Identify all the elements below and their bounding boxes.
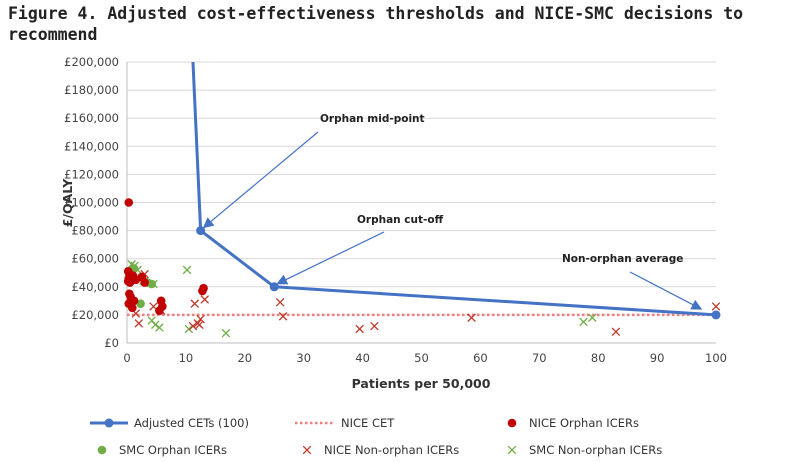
legend-swatch xyxy=(302,445,312,455)
legend-label: SMC Non-orphan ICERs xyxy=(529,443,662,457)
y-tick-label: £180,000 xyxy=(64,83,119,97)
x-tick-label: 70 xyxy=(532,351,547,365)
nice-non-orphan-icers-point xyxy=(611,327,621,337)
nice-orphan-icers-point xyxy=(155,306,164,315)
annotation-orphan-mid-point-arrow xyxy=(202,131,319,229)
x-tick-label: 0 xyxy=(123,351,130,365)
legend-item-smc-orphan-icers: SMC Orphan ICERs xyxy=(97,443,227,457)
chart-title: Figure 4. Adjusted cost-effectiveness th… xyxy=(8,4,744,44)
legend-label: NICE CET xyxy=(341,416,395,430)
y-tick-label: £200,000 xyxy=(64,55,119,69)
legend-item-nice-non-orphan-icers: NICE Non-orphan ICERs xyxy=(302,443,459,457)
y-axis-title: £/QALY xyxy=(60,178,75,228)
annotation-orphan-cut-off-arrow xyxy=(276,231,385,285)
smc-non-orphan-icers-point xyxy=(221,328,231,338)
x-tick-label: 30 xyxy=(296,351,311,365)
legend: Adjusted CETs (100) NICE CET NICE Orphan I… xyxy=(90,416,662,457)
y-tick-label: £140,000 xyxy=(64,139,119,153)
legend-label: SMC Orphan ICERs xyxy=(119,443,227,457)
legend-label: Adjusted CETs (100) xyxy=(134,416,249,430)
nice-non-orphan-icers-point xyxy=(275,297,285,307)
annotation-orphan-mid-point-label: Orphan mid-point xyxy=(320,113,425,125)
nice-orphan-icers-point xyxy=(128,303,137,313)
annotation-non-orphan-average-arrow xyxy=(629,271,703,310)
legend-swatch xyxy=(97,445,107,455)
x-tick-label: 50 xyxy=(414,351,429,365)
legend-swatch xyxy=(507,445,517,455)
x-tick-label: 90 xyxy=(650,351,665,365)
annotation-non-orphan-average-label: Non-orphan average xyxy=(562,253,683,265)
x-axis-title: Patients per 50,000 xyxy=(352,376,491,391)
smc-non-orphan-icers-point xyxy=(588,313,597,322)
smc-non-orphan-icers-point xyxy=(182,265,192,275)
legend-label: NICE Non-orphan ICERs xyxy=(324,443,459,457)
smc-orphan-icers-point xyxy=(147,279,157,289)
annotation-orphan-cut-off-label: Orphan cut-off xyxy=(357,214,444,226)
legend-swatch-marker xyxy=(104,418,114,428)
legend-item-nice-cet: NICE CET xyxy=(295,416,395,430)
x-tick-label: 10 xyxy=(179,351,194,365)
y-tick-label: £120,000 xyxy=(64,167,119,181)
nice-non-orphan-icers-point xyxy=(467,313,476,322)
x-tick-label: 100 xyxy=(705,351,727,365)
x-tick-label: 20 xyxy=(237,351,252,365)
y-tick-label: £40,000 xyxy=(71,280,119,294)
nice-non-orphan-icers-point xyxy=(370,321,379,331)
legend-item-nice-orphan-icers: NICE Orphan ICERs xyxy=(507,416,639,430)
y-tick-label: £20,000 xyxy=(71,308,119,322)
nice-non-orphan-icers-point xyxy=(190,299,199,308)
adjusted-cets-100-marker xyxy=(196,226,206,236)
smc-non-orphan-icers-point xyxy=(184,324,194,334)
nice-orphan-icers-point xyxy=(198,286,207,296)
x-tick-labels: 0 10 20 30 40 50 60 70 80 90 100 xyxy=(123,351,727,365)
y-tick-label: £100,000 xyxy=(64,196,119,210)
annotations-layer: Orphan mid-point Orphan cut-off Non-orphan… xyxy=(202,113,703,310)
adjusted-cets-100-line xyxy=(191,61,717,317)
legend-swatch xyxy=(507,418,517,428)
adjusted-cets-100-marker xyxy=(269,282,279,292)
series-layer xyxy=(123,61,721,338)
nice-non-orphan-icers-point xyxy=(134,319,144,328)
nice-non-orphan-icers-point xyxy=(278,312,288,321)
smc-non-orphan-icers-point xyxy=(155,323,164,332)
nice-non-orphan-icers-point xyxy=(355,324,364,334)
smc-non-orphan-icers-point xyxy=(151,320,160,329)
adjusted-cets-100-marker xyxy=(711,310,721,320)
x-tick-label: 60 xyxy=(473,351,488,365)
y-tick-label: £80,000 xyxy=(71,224,119,238)
y-tick-label: £160,000 xyxy=(64,111,119,125)
gridlines xyxy=(127,61,716,316)
nice-non-orphan-icers-point xyxy=(195,320,204,329)
nice-non-orphan-icers-point xyxy=(200,295,210,304)
smc-orphan-icers-point xyxy=(136,299,145,308)
nice-non-orphan-icers-point xyxy=(188,321,198,331)
nice-non-orphan-icers-point xyxy=(711,302,721,311)
nice-orphan-icers-point xyxy=(124,198,134,207)
y-tick-label: £60,000 xyxy=(71,252,119,266)
legend-item-adjusted-cets-100: Adjusted CETs (100) xyxy=(90,416,249,430)
y-tick-label: £0 xyxy=(104,336,119,350)
x-tick-label: 40 xyxy=(355,351,370,365)
legend-label: NICE Orphan ICERs xyxy=(529,416,639,430)
x-tick-label: 80 xyxy=(591,351,606,365)
y-tick-labels: £0 £20,000 £40,000 £60,000 £80,000 £100,000 £1… xyxy=(64,55,119,350)
smc-non-orphan-icers-point xyxy=(579,317,588,327)
legend-item-smc-non-orphan-icers: SMC Non-orphan ICERs xyxy=(507,443,662,457)
nice-orphan-icers-point xyxy=(140,278,149,287)
